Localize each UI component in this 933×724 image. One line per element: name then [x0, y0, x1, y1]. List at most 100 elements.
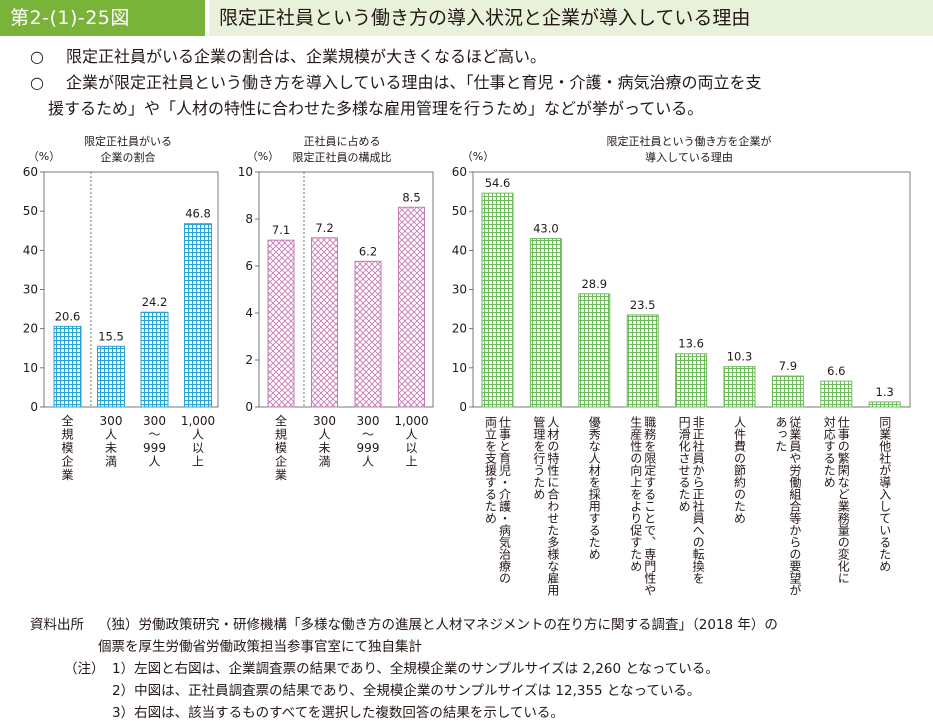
y-tick-label: 0 — [30, 400, 38, 414]
y-tick-label: 0 — [459, 400, 467, 414]
category-label: 300 — [313, 414, 336, 428]
bar-value-label: 15.5 — [98, 329, 124, 343]
category-label: 業 — [61, 468, 73, 482]
category-label: 満 — [105, 455, 117, 469]
category-label: 1,000 — [394, 414, 428, 428]
summary-line-1: ○ 限定正社員がいる企業の割合は、企業規模が大きくなるほど高い。 — [30, 44, 546, 70]
category-label: 企 — [275, 454, 287, 469]
category-label: 全 — [61, 413, 73, 428]
category-label: 999 — [357, 441, 380, 455]
category-label: 上 — [192, 455, 204, 469]
chart-title: 限定正社員の構成比 — [293, 150, 392, 164]
chart-title: 正社員に占める — [304, 134, 381, 148]
category-label: 全 — [275, 413, 287, 428]
note-1: 1）左図と右図は、企業調査票の結果であり、全規模企業のサンプルサイズは 2,26… — [112, 661, 719, 677]
category-label: 人 — [192, 428, 204, 442]
bar — [578, 293, 611, 408]
bar — [311, 237, 338, 408]
category-label: 同業他社が導入しているため — [878, 416, 892, 572]
category-label: 職務を限定することで、専門性や — [643, 416, 657, 596]
summary-text-2-continued: 援するため」や「人材の特性に合わせた多様な雇用管理を行うため」などが挙がっている… — [48, 99, 704, 118]
plot-frame — [258, 171, 434, 408]
bar-value-label: 23.5 — [630, 298, 656, 312]
category-label: 以 — [405, 441, 417, 455]
bar — [398, 206, 425, 408]
bar-value-label: 8.5 — [402, 190, 420, 204]
category-label: 模 — [275, 441, 287, 455]
y-tick-label: 6 — [245, 259, 253, 273]
category-label: 未 — [318, 441, 330, 455]
y-tick-label: 40 — [23, 243, 38, 257]
category-label: 300 — [143, 414, 166, 428]
category-label: 模 — [61, 441, 73, 455]
category-label: 従業員や労働組合等からの要望が — [788, 416, 802, 596]
y-tick-label: 40 — [452, 243, 467, 257]
y-tick-label: 50 — [452, 204, 467, 218]
category-label: 999 — [143, 441, 166, 455]
bar — [771, 375, 804, 408]
category-label: 円滑化させるため — [677, 416, 691, 512]
y-tick-label: 10 — [452, 361, 467, 375]
summary-line-2: ○ 企業が限定正社員という働き方を導入している理由は、「仕事と育児・介護・病気治療… — [30, 70, 920, 96]
bar-value-label: 6.6 — [827, 364, 845, 378]
bar — [184, 223, 212, 408]
bar — [675, 353, 708, 408]
y-tick-label: 60 — [23, 165, 38, 179]
bar-value-label: 10.3 — [727, 350, 753, 364]
bar-value-label: 7.2 — [315, 221, 333, 235]
circle-bullet-icon: ○ — [30, 47, 44, 66]
category-label: 上 — [405, 455, 417, 469]
bar-value-label: 13.6 — [678, 337, 704, 351]
y-tick-label: 20 — [23, 322, 38, 336]
category-label: 300 — [357, 414, 380, 428]
y-tick-label: 10 — [238, 165, 253, 179]
category-label: 人件費の節約のため — [733, 416, 747, 524]
category-label: 業 — [275, 468, 287, 482]
y-tick-label: 0 — [245, 400, 253, 414]
bar-value-label: 24.2 — [142, 295, 168, 309]
category-label: 人 — [148, 455, 160, 469]
y-tick-label: 30 — [23, 283, 38, 297]
category-label: 仕事と育児・介護・病気治療の — [498, 416, 512, 584]
category-label: 両立を支援するため — [484, 416, 498, 524]
category-label: 規 — [275, 427, 287, 442]
y-tick-label: 8 — [245, 212, 253, 226]
bar — [868, 401, 901, 408]
bar-value-label: 46.8 — [185, 207, 211, 221]
bar — [529, 238, 562, 408]
note-label: （注） — [64, 661, 105, 677]
y-axis-unit-label: （%） — [462, 150, 494, 163]
bar-value-label: 28.9 — [581, 277, 607, 291]
category-label: 〜 — [362, 428, 374, 442]
summary-text-1: 限定正社員がいる企業の割合は、企業規模が大きくなるほど高い。 — [66, 47, 547, 66]
bar — [53, 325, 82, 408]
category-label: 300 — [100, 414, 123, 428]
bar — [723, 366, 756, 408]
category-label: 優秀な人材を採用するため — [587, 416, 601, 560]
category-label: 人 — [362, 455, 374, 469]
chart-title: 企業の割合 — [101, 150, 156, 164]
bar — [267, 239, 295, 408]
category-label: 企 — [61, 454, 73, 469]
category-label: 人 — [105, 428, 117, 442]
bar-value-label: 54.6 — [485, 176, 511, 190]
source-text-2: 個票を厚生労働省労働政策担当参事官室にて独自集計 — [98, 639, 422, 655]
y-axis-unit-label: （%） — [28, 150, 60, 163]
category-label: あった — [774, 416, 788, 452]
figure-title: 限定正社員という働き方の導入状況と企業が導入している理由 — [205, 0, 933, 36]
category-label: 対応するため — [822, 416, 836, 488]
category-label: 以 — [192, 441, 204, 455]
y-tick-label: 20 — [452, 322, 467, 336]
y-tick-label: 30 — [452, 283, 467, 297]
category-label: 生産性の向上をより促すため — [629, 416, 643, 572]
bar-value-label: 1.3 — [876, 385, 894, 399]
figure-number: 第2-(1)-25図 — [0, 0, 205, 36]
y-tick-label: 2 — [245, 353, 253, 367]
source-label: 資料出所 — [30, 617, 84, 633]
note-3: 3）右図は、該当するものすべてを選択した複数回答の結果を示している。 — [112, 705, 564, 721]
category-label: 満 — [318, 455, 330, 469]
category-label: 人材の特性に合わせた多様な雇用 — [546, 416, 560, 597]
